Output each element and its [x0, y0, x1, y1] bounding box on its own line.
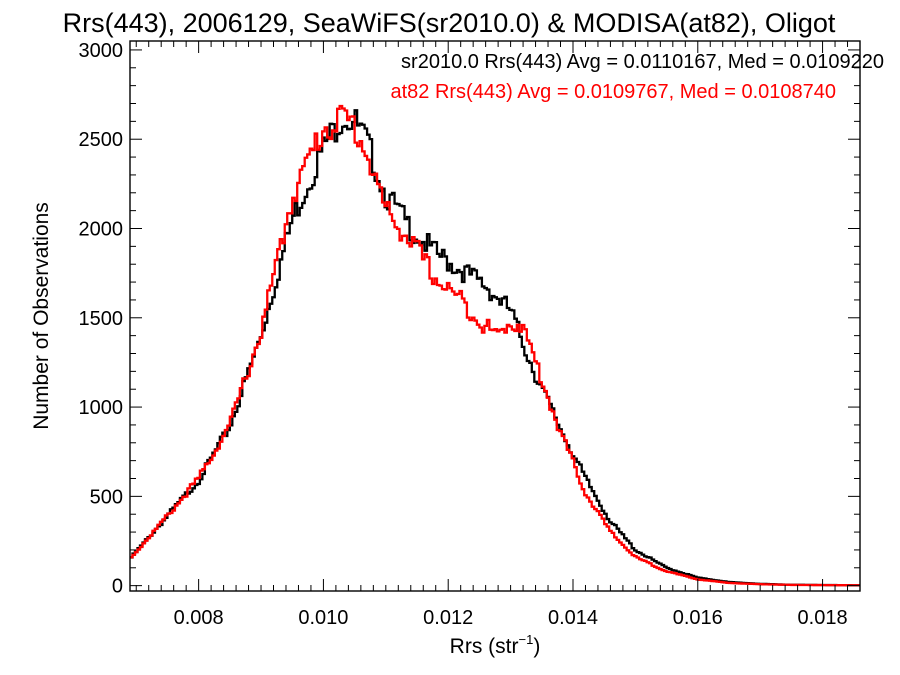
x-tick-label: 0.008	[174, 607, 224, 629]
legend: sr2010.0 Rrs(443) Avg = 0.0110167, Med =…	[390, 51, 884, 103]
y-tick-label: 2500	[79, 129, 124, 151]
ticks-layer	[130, 41, 861, 591]
x-axis-title-main: Rrs (str	[450, 635, 519, 658]
x-tick-label: 0.018	[798, 607, 848, 629]
legend-entry-sr2010: sr2010.0 Rrs(443) Avg = 0.0110167, Med =…	[401, 51, 884, 73]
y-tick-label: 3000	[79, 40, 124, 62]
y-tick-label: 1000	[79, 397, 124, 419]
series-layer	[130, 104, 860, 587]
x-tick-labels: 0.008 0.010 0.012 0.014 0.016 0.018	[174, 607, 848, 629]
y-tick-label: 2000	[79, 219, 124, 241]
x-tick-label: 0.014	[548, 607, 598, 629]
x-axis-title-superscript: −1	[519, 632, 534, 647]
y-axis-title: Number of Observations	[30, 202, 53, 430]
x-axis-title: Rrs (str−1)	[450, 632, 541, 658]
x-tick-label: 0.016	[673, 607, 723, 629]
legend-entry-at82: at82 Rrs(443) Avg = 0.0109767, Med = 0.0…	[390, 81, 836, 103]
histogram-series-1	[130, 104, 860, 587]
x-tick-label: 0.012	[423, 607, 473, 629]
y-tick-label: 0	[112, 576, 123, 598]
y-tick-label: 1500	[79, 308, 124, 330]
x-tick-label: 0.010	[298, 607, 348, 629]
plot-frame	[129, 40, 861, 592]
y-tick-label: 500	[90, 486, 123, 508]
chart-title: Rrs(443), 2006129, SeaWiFS(sr2010.0) & M…	[63, 8, 836, 38]
histogram-series-0	[130, 109, 860, 587]
x-axis-title-close: )	[533, 635, 540, 658]
y-tick-labels: 0 500 1000 1500 2000 2500 3000	[79, 40, 124, 598]
